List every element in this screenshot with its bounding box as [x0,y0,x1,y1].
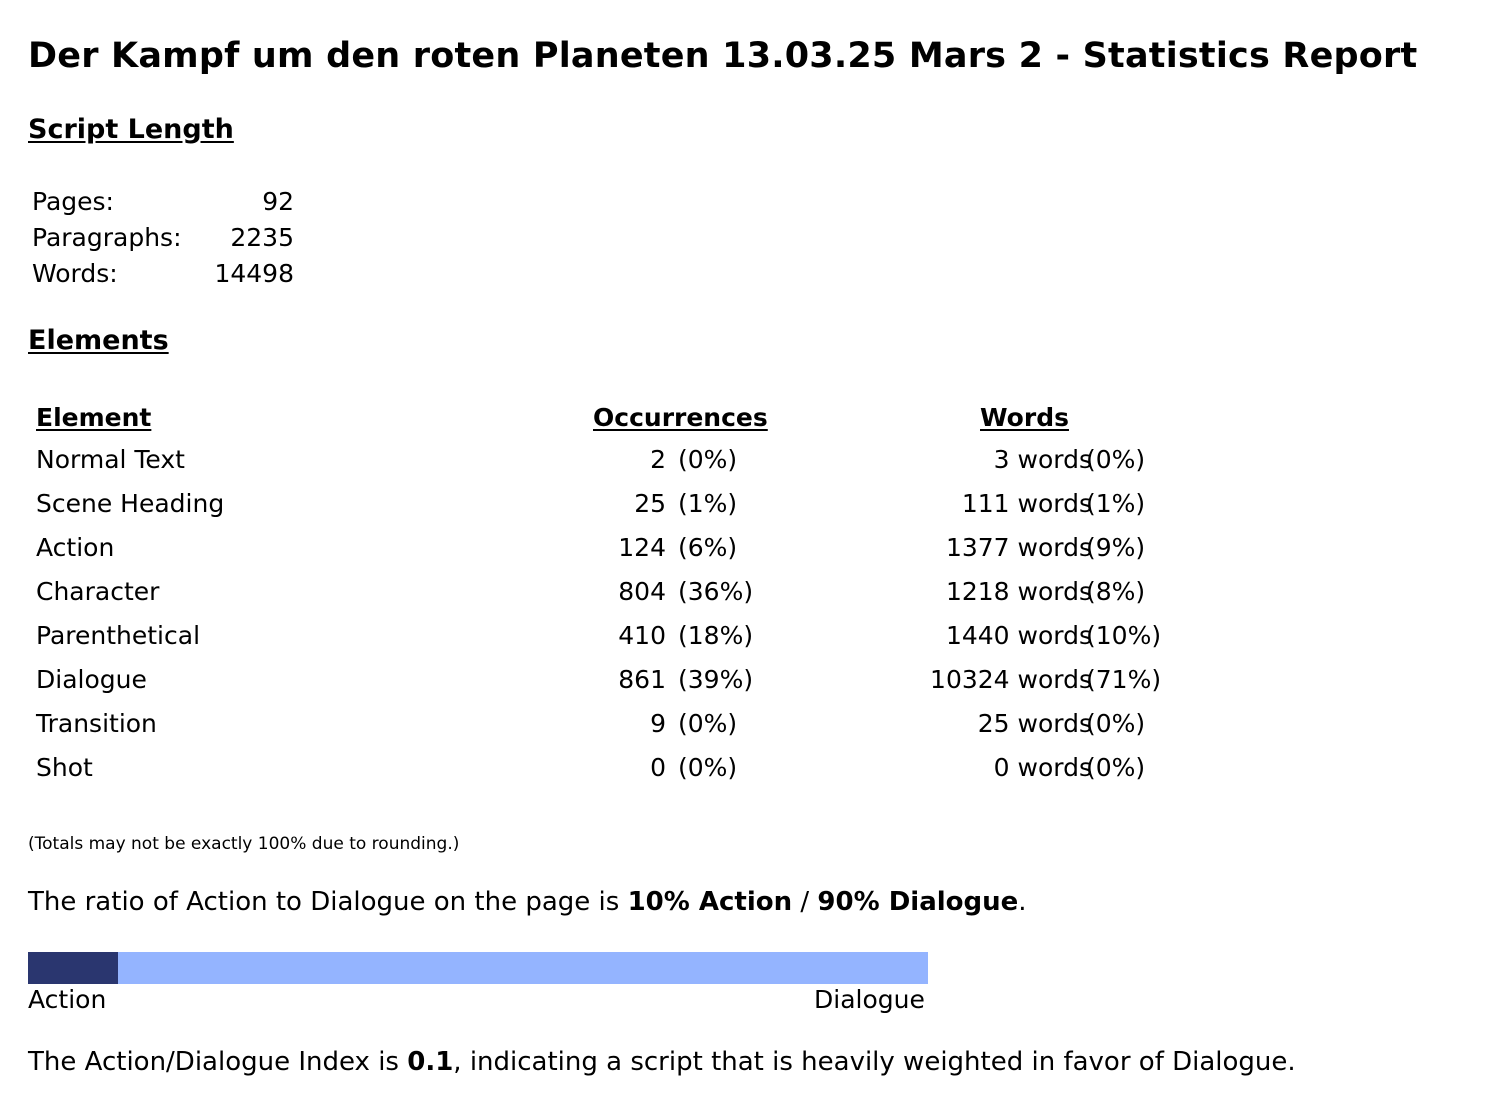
occurrences-percent: (0%) [678,753,738,782]
words-count: 10324 words [930,665,1092,694]
words-percent: (0%) [1086,753,1146,782]
occurrences-percent: (0%) [678,709,738,738]
index-value: 0.1 [407,1047,454,1077]
script-length-table: Pages: 92 Paragraphs: 2235 Words: 14498 [32,184,294,292]
length-value: 92 [262,187,294,216]
bar-label-dialogue: Dialogue [814,985,925,1014]
words-count: 1377 words [945,533,1092,562]
index-suffix: , indicating a script that is heavily we… [453,1047,1296,1077]
length-label: Paragraphs: [32,223,182,252]
words-percent: (0%) [1086,709,1146,738]
script-length-heading: Script Length [28,114,234,145]
bar-label-action: Action [28,985,107,1014]
table-row: Dialogue 861 (39%) 10324 words (71%) [36,658,1236,702]
page-title: Der Kampf um den roten Planeten 13.03.25… [28,36,1418,76]
length-value: 2235 [230,223,294,252]
occurrences-count: 861 [618,665,666,694]
length-row-paragraphs: Paragraphs: 2235 [32,220,294,256]
length-value: 14498 [214,259,294,288]
table-row: Action 124 (6%) 1377 words (9%) [36,526,1236,570]
occurrences-count: 25 [634,489,666,518]
element-name: Transition [36,709,157,738]
element-name: Action [36,533,115,562]
occurrences-percent: (39%) [678,665,754,694]
elements-heading: Elements [28,325,169,356]
words-percent: (71%) [1086,665,1162,694]
ratio-action-text: 10% Action [627,887,793,917]
words-count: 0 words [993,753,1092,782]
column-header-words: Words [980,403,1069,432]
table-row: Transition 9 (0%) 25 words (0%) [36,702,1236,746]
ratio-prefix: The ratio of Action to Dialogue on the p… [28,887,628,917]
length-label: Words: [32,259,118,288]
length-row-words: Words: 14498 [32,256,294,292]
occurrences-percent: (0%) [678,445,738,474]
element-name: Dialogue [36,665,147,694]
elements-table: Element Occurrences Words Normal Text 2 … [36,398,1236,790]
words-percent: (10%) [1086,621,1162,650]
words-count: 1218 words [945,577,1092,606]
index-prefix: The Action/Dialogue Index is [28,1047,408,1077]
table-header-row: Element Occurrences Words [36,398,1236,438]
words-percent: (8%) [1086,577,1146,606]
words-count: 1440 words [945,621,1092,650]
ratio-sentence: The ratio of Action to Dialogue on the p… [28,887,1027,917]
length-label: Pages: [32,187,114,216]
occurrences-count: 9 [650,709,666,738]
length-row-pages: Pages: 92 [32,184,294,220]
words-count: 111 words [961,489,1092,518]
occurrences-count: 804 [618,577,666,606]
element-name: Shot [36,753,93,782]
occurrences-percent: (6%) [678,533,738,562]
element-name: Scene Heading [36,489,225,518]
action-ratio-fill [28,952,118,984]
words-count: 3 words [993,445,1092,474]
rounding-footnote: (Totals may not be exactly 100% due to r… [28,834,460,854]
table-row: Parenthetical 410 (18%) 1440 words (10%) [36,614,1236,658]
ratio-dialogue-text: 90% Dialogue [817,887,1019,917]
ratio-suffix: . [1018,887,1027,917]
action-dialogue-index-sentence: The Action/Dialogue Index is 0.1, indica… [28,1047,1296,1077]
action-dialogue-ratio-bar [28,952,928,984]
occurrences-count: 2 [650,445,666,474]
ratio-separator: / [792,887,818,917]
column-header-element: Element [36,403,152,432]
element-name: Normal Text [36,445,185,474]
element-name: Parenthetical [36,621,201,650]
words-percent: (9%) [1086,533,1146,562]
column-header-occurrences: Occurrences [593,403,768,432]
words-percent: (1%) [1086,489,1146,518]
occurrences-percent: (36%) [678,577,754,606]
table-row: Normal Text 2 (0%) 3 words (0%) [36,438,1236,482]
occurrences-percent: (1%) [678,489,738,518]
table-row: Shot 0 (0%) 0 words (0%) [36,746,1236,790]
occurrences-count: 124 [618,533,666,562]
occurrences-count: 0 [650,753,666,782]
words-count: 25 words [977,709,1092,738]
words-percent: (0%) [1086,445,1146,474]
element-name: Character [36,577,160,606]
table-row: Character 804 (36%) 1218 words (8%) [36,570,1236,614]
occurrences-count: 410 [618,621,666,650]
table-row: Scene Heading 25 (1%) 111 words (1%) [36,482,1236,526]
occurrences-percent: (18%) [678,621,754,650]
